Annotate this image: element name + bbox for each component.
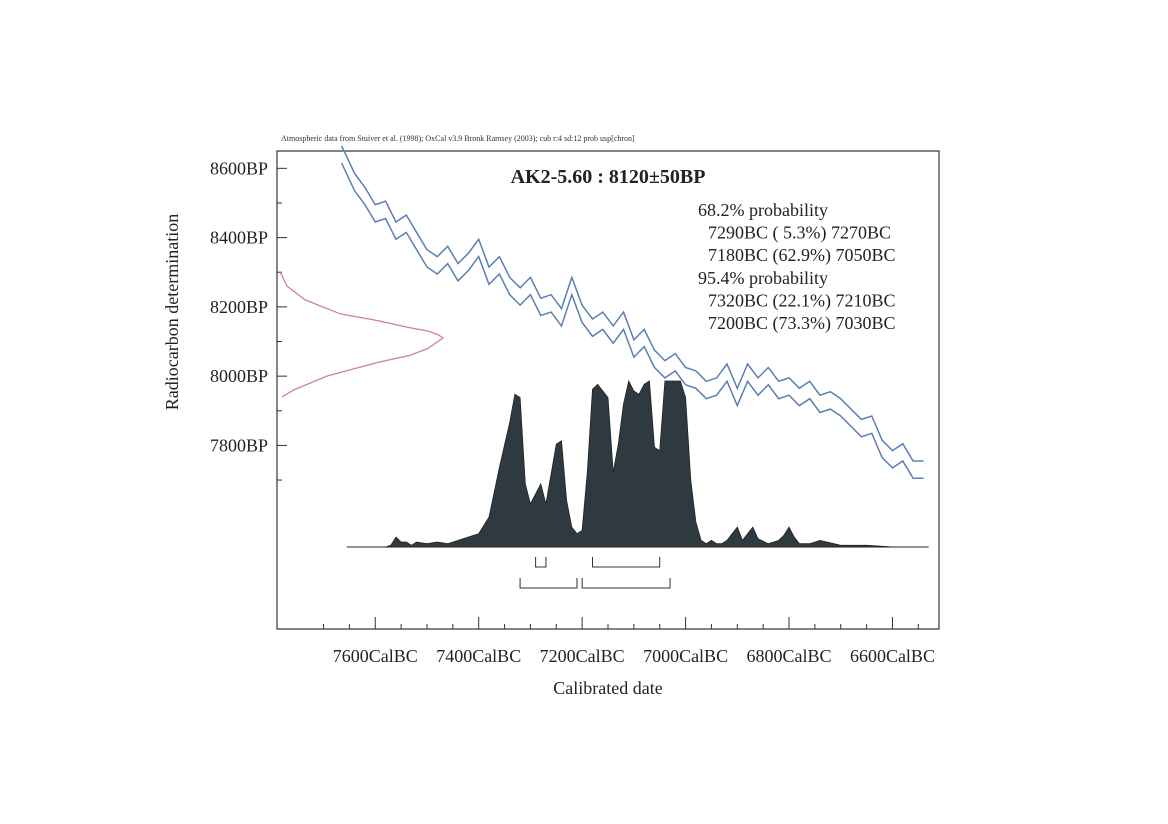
range-bracket-68-1 xyxy=(535,557,547,568)
range-bracket-95-2 xyxy=(581,578,671,589)
y-tick-label-7800: 7800BP xyxy=(210,435,268,455)
x-axis: 7600CalBC 7400CalBC 7200CalBC 7000CalBC 6800… xyxy=(323,617,935,666)
y-axis-label: Radiocarbon determination xyxy=(162,214,182,410)
probability-line-3: 7180BC (62.9%) 7050BC xyxy=(708,245,896,266)
probability-line-1: 68.2% probability xyxy=(698,200,828,220)
y-tick-label-8600: 8600BP xyxy=(210,158,268,178)
probability-line-2: 7290BC ( 5.3%) 7270BC xyxy=(708,223,891,244)
range-bracket-68-2 xyxy=(591,557,661,568)
y-tick-label-8000: 8000BP xyxy=(210,366,268,386)
y-tick-label-8400: 8400BP xyxy=(210,228,268,248)
chart-title: AK2-5.60 : 8120±50BP xyxy=(511,166,706,188)
x-tick-label-6600: 6600CalBC xyxy=(850,646,935,666)
radiocarbon-measurement-curve xyxy=(279,271,445,398)
x-axis-label: Calibrated date xyxy=(553,678,662,698)
calibration-curve-lower xyxy=(340,162,924,480)
chart-header-note: Atmospheric data from Stuiver et al. (19… xyxy=(281,134,635,143)
x-tick-label-7000: 7000CalBC xyxy=(643,646,728,666)
plot-area xyxy=(279,145,929,589)
x-tick-label-7400: 7400CalBC xyxy=(436,646,521,666)
y-tick-label-8200: 8200BP xyxy=(210,297,268,317)
y-axis: 8600BP 8400BP 8200BP 8000BP 7800BP xyxy=(210,158,287,481)
probability-line-6: 7200BC (73.3%) 7030BC xyxy=(708,313,896,334)
calibration-curve-upper xyxy=(340,145,924,462)
x-tick-label-6800: 6800CalBC xyxy=(747,646,832,666)
range-bracket-95-1 xyxy=(519,578,578,589)
probability-line-4: 95.4% probability xyxy=(698,268,828,288)
calibrated-distribution-area xyxy=(349,379,919,548)
x-tick-label-7600: 7600CalBC xyxy=(333,646,418,666)
x-tick-label-7200: 7200CalBC xyxy=(540,646,625,666)
probability-summary: 68.2% probability 7290BC ( 5.3%) 7270BC71… xyxy=(698,200,896,334)
probability-line-5: 7320BC (22.1%) 7210BC xyxy=(708,290,896,311)
